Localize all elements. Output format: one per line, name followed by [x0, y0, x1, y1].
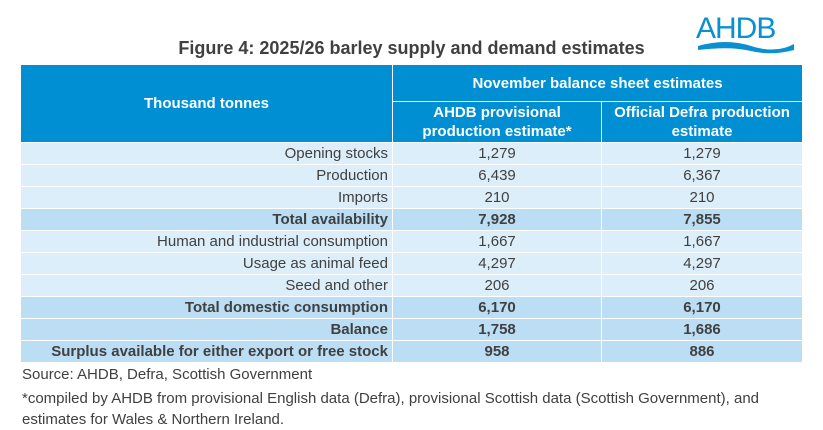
row-label: Human and industrial consumption — [20, 230, 393, 253]
logo-wave-icon — [698, 42, 794, 54]
row-value: 1,279 — [601, 142, 803, 165]
row-value: 7,855 — [601, 208, 803, 231]
row-value: 1,758 — [392, 318, 602, 341]
row-value: 958 — [392, 340, 602, 363]
row-value: 4,297 — [392, 252, 602, 275]
row-value: 7,928 — [392, 208, 602, 231]
group-header: November balance sheet estimates — [392, 64, 803, 102]
table-row: Opening stocks 1,279 1,279 — [20, 142, 803, 165]
row-value: 886 — [601, 340, 803, 363]
row-value: 6,170 — [392, 296, 602, 319]
table-row: Seed and other 206 206 — [20, 274, 803, 297]
row-label: Balance — [20, 318, 393, 341]
figure-title: Figure 4: 2025/26 barley supply and dema… — [178, 38, 645, 58]
table-row: Balance 1,758 1,686 — [20, 318, 803, 341]
table-row: Usage as animal feed 4,297 4,297 — [20, 252, 803, 275]
row-label: Opening stocks — [20, 142, 393, 165]
table-row: Production 6,439 6,367 — [20, 164, 803, 187]
row-value: 6,170 — [601, 296, 803, 319]
row-value: 6,439 — [392, 164, 602, 187]
row-label: Total domestic consumption — [20, 296, 393, 319]
table-row: Surplus available for either export or f… — [20, 340, 803, 363]
row-value: 210 — [601, 186, 803, 209]
row-value: 1,667 — [601, 230, 803, 253]
table-row: Human and industrial consumption 1,667 1,6… — [20, 230, 803, 253]
table-row: Total availability 7,928 7,855 — [20, 208, 803, 231]
column-header-ahdb: AHDB provisional production estimate* — [392, 101, 602, 143]
row-label: Seed and other — [20, 274, 393, 297]
row-value: 1,686 — [601, 318, 803, 341]
row-label: Production — [20, 164, 393, 187]
footnote: *compiled by AHDB from provisional Engli… — [22, 390, 759, 428]
row-value: 210 — [392, 186, 602, 209]
row-label: Total availability — [20, 208, 393, 231]
table-row: Total domestic consumption 6,170 6,170 — [20, 296, 803, 319]
row-label: Usage as animal feed — [20, 252, 393, 275]
ahdb-logo: AHDB — [696, 12, 806, 56]
corner-header: Thousand tonnes — [20, 64, 393, 143]
row-value: 206 — [392, 274, 602, 297]
balance-sheet-table: Thousand tonnes November balance sheet e… — [20, 64, 803, 363]
column-header-defra: Official Defra production estimate — [601, 101, 803, 143]
logo-text: AHDB — [696, 12, 776, 45]
row-label: Imports — [20, 186, 393, 209]
row-value: 206 — [601, 274, 803, 297]
row-value: 1,279 — [392, 142, 602, 165]
row-value: 4,297 — [601, 252, 803, 275]
row-label: Surplus available for either export or f… — [20, 340, 393, 363]
table-row: Imports 210 210 — [20, 186, 803, 209]
row-value: 1,667 — [392, 230, 602, 253]
source-note: Source: AHDB, Defra, Scottish Government — [22, 366, 313, 383]
row-value: 6,367 — [601, 164, 803, 187]
